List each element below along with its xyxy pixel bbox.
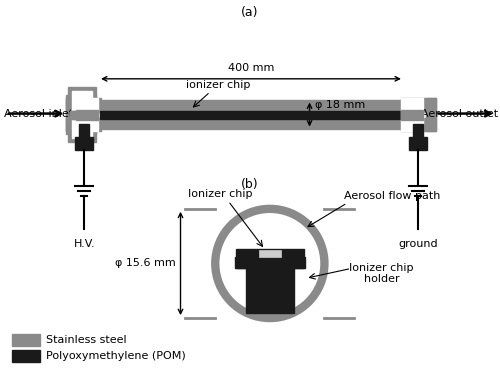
Bar [68,87,96,143]
Text: Stainless steel: Stainless steel [46,335,126,345]
Text: 400 mm: 400 mm [228,63,274,73]
Bar [72,111,98,119]
Bar [80,124,89,139]
Text: Aerosol outlet: Aerosol outlet [421,108,498,119]
Bar [66,117,101,132]
Bar [426,98,436,132]
Bar [98,100,404,110]
Text: Aerosol inlet: Aerosol inlet [4,108,73,119]
Text: Polyoxymethylene (POM): Polyoxymethylene (POM) [46,351,186,361]
Bar [259,249,281,257]
Bar [401,98,436,111]
Bar [401,110,422,119]
Bar [392,232,444,255]
Bar [76,137,93,150]
Bar [72,91,92,138]
Bar [70,99,92,130]
Text: φ 18 mm: φ 18 mm [314,100,365,110]
Bar [246,268,294,313]
Text: (a): (a) [242,6,259,19]
Bar [12,334,40,346]
Text: Aerosol flow path: Aerosol flow path [344,191,440,201]
Bar [235,257,304,268]
Text: φ 15.6 mm: φ 15.6 mm [115,258,176,268]
Text: ground: ground [398,239,438,249]
Bar [76,98,98,132]
Bar [236,249,304,268]
Text: ionizer chip: ionizer chip [186,80,250,90]
Bar [401,98,422,132]
Bar [62,232,106,255]
Bar [66,98,101,111]
Bar [66,98,76,132]
Bar [100,111,402,119]
Bar [409,137,426,150]
Text: H.V.: H.V. [74,239,95,249]
Bar [98,119,404,130]
Bar [70,111,92,119]
Text: Ionizer chip: Ionizer chip [188,189,252,199]
Bar [401,117,436,132]
Bar [76,110,98,119]
Bar [12,350,40,362]
Bar [413,124,422,139]
Text: Ionizer chip
holder: Ionizer chip holder [350,263,414,284]
Text: (b): (b) [241,177,259,191]
Bar [66,95,96,135]
